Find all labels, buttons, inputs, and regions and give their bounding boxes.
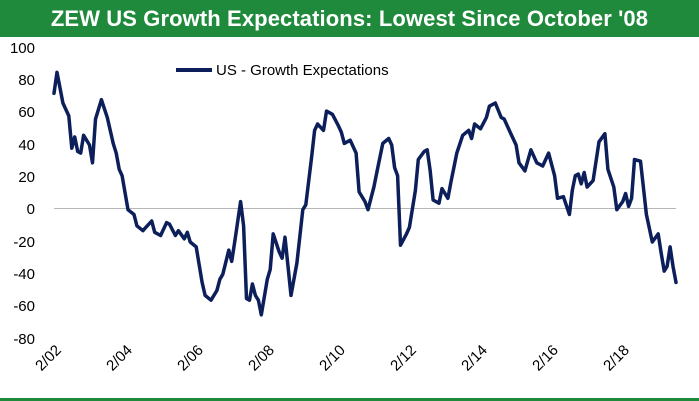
- y-tick-label: 80: [18, 72, 35, 89]
- y-tick-label: 40: [18, 137, 35, 154]
- x-tick-label: 2/14: [458, 342, 491, 375]
- x-tick-label: 2/18: [600, 342, 633, 375]
- y-axis: 100 80 60 40 20 0 -20 -40 -60 -80: [10, 40, 35, 348]
- bottom-rule: [0, 398, 699, 401]
- chart-area: 100 80 60 40 20 0 -20 -40 -60 -80 2/02 2…: [10, 40, 678, 375]
- legend: US - Growth Expectations: [176, 62, 389, 79]
- y-tick-label: 60: [18, 104, 35, 121]
- series-line-us-growth-expectations: [52, 70, 678, 317]
- y-tick-label: -60: [13, 298, 35, 315]
- y-tick-label: -20: [13, 234, 35, 251]
- y-tick-label: -80: [13, 331, 35, 348]
- chart-title: ZEW US Growth Expectations: Lowest Since…: [0, 0, 699, 37]
- x-tick-label: 2/08: [245, 342, 278, 375]
- x-tick-label: 2/10: [316, 342, 349, 375]
- x-axis: 2/02 2/04 2/06 2/08 2/10 2/12 2/14 2/16 …: [32, 342, 633, 375]
- x-tick-label: 2/12: [387, 342, 420, 375]
- x-tick-label: 2/16: [529, 342, 562, 375]
- y-tick-label: 0: [27, 201, 35, 218]
- y-tick-label: 20: [18, 169, 35, 186]
- legend-label: US - Growth Expectations: [216, 62, 389, 79]
- x-tick-label: 2/02: [32, 342, 65, 375]
- y-tick-label: 100: [10, 40, 35, 57]
- y-tick-label: -40: [13, 266, 35, 283]
- x-tick-label: 2/06: [174, 342, 207, 375]
- x-tick-label: 2/04: [103, 342, 136, 375]
